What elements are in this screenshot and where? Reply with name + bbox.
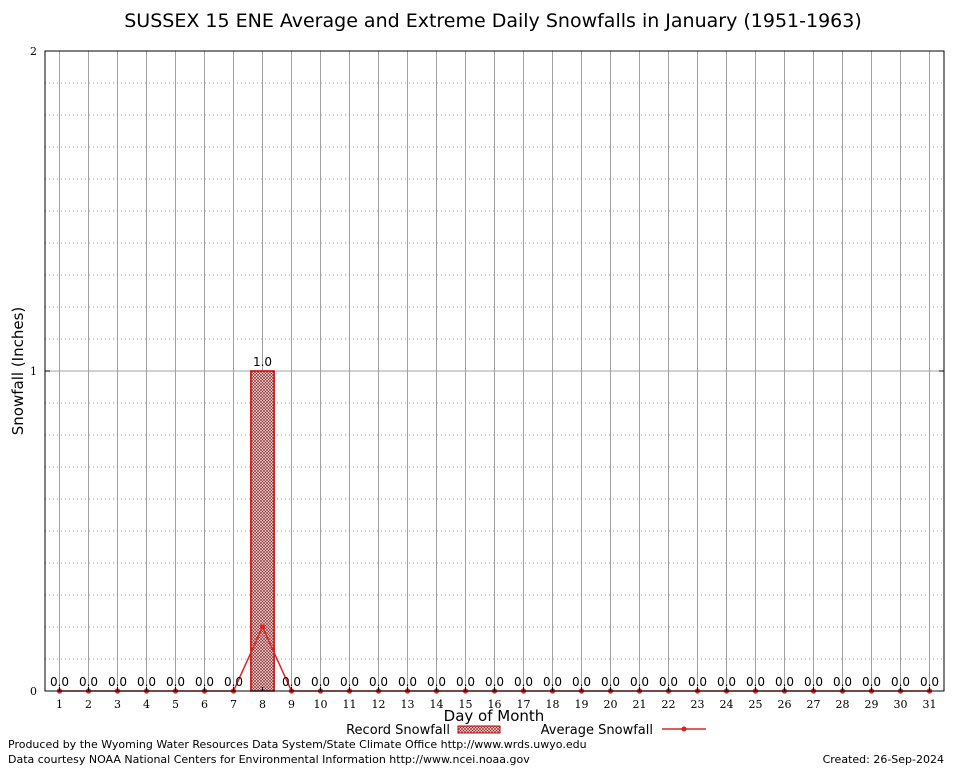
x-tick-label: 10 [314, 698, 328, 711]
data-label: 0.0 [514, 675, 533, 689]
data-label: 0.0 [456, 675, 475, 689]
x-tick-label: 27 [807, 698, 821, 711]
x-tick-label: 9 [288, 698, 295, 711]
y-tick-label: 0 [30, 685, 37, 698]
data-label: 0.0 [195, 675, 214, 689]
data-label: 0.0 [427, 675, 446, 689]
x-tick-label: 13 [401, 698, 415, 711]
x-tick-label: 15 [459, 698, 473, 711]
x-tick-label: 18 [546, 698, 560, 711]
data-label: 0.0 [630, 675, 649, 689]
x-tick-labels: 1 2 3 4 5 6 7 8 9 10 11 12 13 14 15 16 17 18 19 20 21 22 23 24 2… [56, 687, 937, 711]
x-tick-label: 1 [56, 698, 63, 711]
x-tick-label: 14 [430, 698, 444, 711]
legend-average-label: Average Snowfall [541, 723, 653, 738]
x-tick-label: 30 [894, 698, 908, 711]
x-tick-label: 22 [662, 698, 676, 711]
x-tick-label: 25 [749, 698, 763, 711]
x-tick-label: 4 [143, 698, 150, 711]
x-tick-label: 2 [85, 698, 92, 711]
data-label: 0.0 [108, 675, 127, 689]
x-tick-label: 17 [517, 698, 531, 711]
data-label: 0.0 [746, 675, 765, 689]
x-axis-label: Day of Month [444, 707, 545, 725]
data-label: 0.0 [50, 675, 69, 689]
data-label: 0.0 [485, 675, 504, 689]
x-tick-label: 31 [923, 698, 937, 711]
x-tick-label: 28 [836, 698, 850, 711]
data-label: 0.0 [572, 675, 591, 689]
data-label: 0.0 [775, 675, 794, 689]
data-label: 0.0 [282, 675, 301, 689]
data-label: 0.0 [601, 675, 620, 689]
data-label: 0.0 [688, 675, 707, 689]
y-tick-label: 1 [30, 365, 37, 378]
y-tick-label: 2 [30, 45, 37, 58]
data-label: 0.0 [224, 675, 243, 689]
data-label: 0.0 [166, 675, 185, 689]
legend: Record Snowfall Average Snowfall [346, 723, 706, 738]
x-tick-label: 21 [633, 698, 647, 711]
x-tick-label: 16 [488, 698, 502, 711]
data-label: 1.0 [253, 355, 272, 369]
data-label: 0.0 [862, 675, 881, 689]
x-tick-label: 11 [343, 698, 357, 711]
x-tick-label: 6 [201, 698, 208, 711]
data-label: 0.0 [833, 675, 852, 689]
x-tick-label: 7 [230, 698, 237, 711]
x-tick-label: 24 [720, 698, 734, 711]
x-tick-label: 12 [372, 698, 386, 711]
data-label: 0.0 [398, 675, 417, 689]
data-label: 0.0 [79, 675, 98, 689]
average-point [259, 624, 266, 630]
data-label: 0.0 [717, 675, 736, 689]
data-label: 0.0 [340, 675, 359, 689]
plot-frame [44, 50, 945, 692]
data-label: 0.0 [369, 675, 388, 689]
legend-record-swatch [457, 725, 501, 734]
footer-produced-by: Produced by the Wyoming Water Resources … [8, 738, 587, 751]
x-tick-label: 20 [604, 698, 618, 711]
footer-created: Created: 26-Sep-2024 [823, 753, 944, 766]
data-label: 0.0 [659, 675, 678, 689]
x-tick-label: 8 [259, 698, 266, 711]
data-label: 0.0 [804, 675, 823, 689]
data-label: 0.0 [920, 675, 939, 689]
legend-average-marker [681, 726, 687, 732]
data-label: 0.0 [891, 675, 910, 689]
y-axis-label: Snowfall (Inches) [9, 307, 27, 435]
x-tick-label: 23 [691, 698, 705, 711]
x-tick-label: 3 [114, 698, 121, 711]
chart-title: SUSSEX 15 ENE Average and Extreme Daily … [124, 10, 862, 32]
x-tick-label: 19 [575, 698, 589, 711]
data-label: 0.0 [311, 675, 330, 689]
legend-record-label: Record Snowfall [346, 723, 450, 738]
footer-data-courtesy: Data courtesy NOAA National Centers for … [8, 753, 530, 766]
data-label: 0.0 [137, 675, 156, 689]
data-labels: 0.0 0.0 0.0 0.0 0.0 0.0 0.0 1.0 0.0 0.0 0.0 0.0 0.0 0… [50, 355, 939, 689]
grid-lines [45, 51, 944, 691]
x-tick-label: 26 [778, 698, 792, 711]
data-label: 0.0 [543, 675, 562, 689]
record-bar [250, 370, 275, 692]
x-tick-label: 29 [865, 698, 879, 711]
x-tick-label: 5 [172, 698, 179, 711]
